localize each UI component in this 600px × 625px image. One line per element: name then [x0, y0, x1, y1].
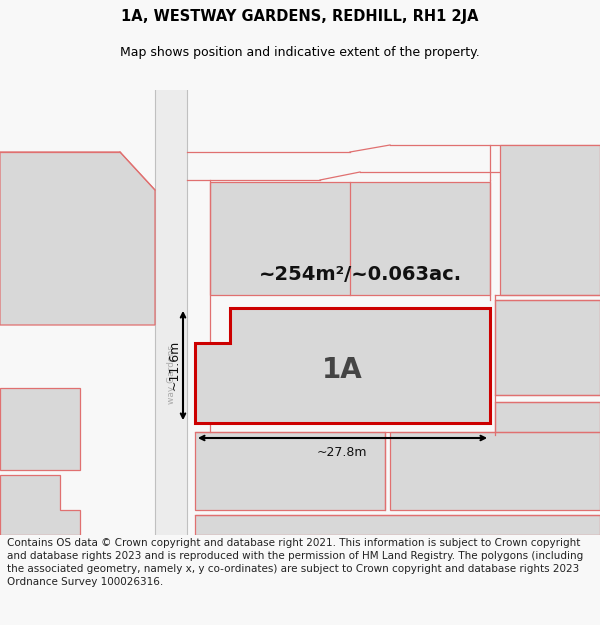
Bar [155, 90, 187, 535]
Polygon shape [0, 152, 155, 325]
Text: ~11.6m: ~11.6m [167, 340, 181, 390]
Polygon shape [495, 402, 600, 435]
Polygon shape [500, 145, 600, 295]
Polygon shape [0, 388, 80, 470]
Text: Map shows position and indicative extent of the property.: Map shows position and indicative extent… [120, 46, 480, 59]
Text: ~27.8m: ~27.8m [317, 446, 367, 459]
Text: 1A, WESTWAY GARDENS, REDHILL, RH1 2JA: 1A, WESTWAY GARDENS, REDHILL, RH1 2JA [121, 9, 479, 24]
Text: 1A: 1A [322, 356, 362, 384]
Polygon shape [210, 182, 490, 295]
Polygon shape [390, 432, 600, 510]
Text: Contains OS data © Crown copyright and database right 2021. This information is : Contains OS data © Crown copyright and d… [7, 538, 583, 587]
Polygon shape [195, 515, 600, 535]
Polygon shape [495, 300, 600, 395]
Polygon shape [195, 432, 385, 510]
Polygon shape [0, 475, 80, 535]
Text: ~254m²/~0.063ac.: ~254m²/~0.063ac. [259, 266, 461, 284]
Polygon shape [195, 308, 490, 423]
Text: way Gardens: way Gardens [167, 346, 176, 404]
